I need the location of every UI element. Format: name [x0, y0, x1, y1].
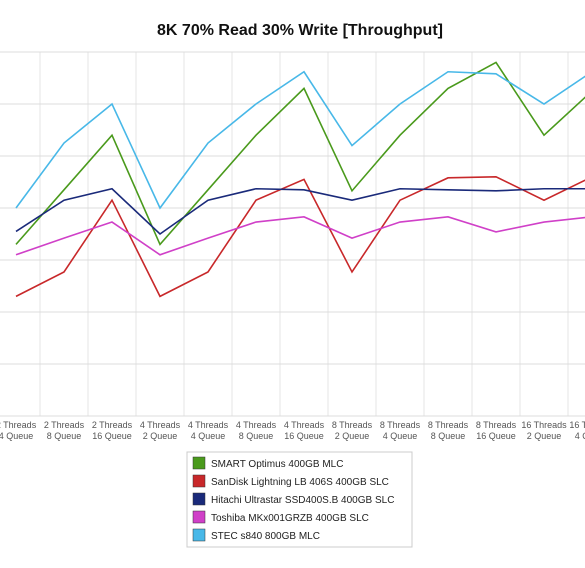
x-tick-label: 2 Threads [92, 420, 133, 430]
x-tick-label: 4 Threads [188, 420, 229, 430]
legend-label: Hitachi Ultrastar SSD400S.B 400GB SLC [211, 495, 394, 506]
x-tick-label: 8 Queue [239, 431, 274, 441]
x-tick-label: 2 Queue [335, 431, 370, 441]
legend-swatch [192, 528, 206, 542]
x-tick-label: 8 Threads [332, 420, 373, 430]
x-tick-label: 2 Queue [143, 431, 178, 441]
x-tick-label: 2 Threads [0, 420, 37, 430]
x-tick-label: 2 Threads [44, 420, 85, 430]
chart-title: 8K 70% Read 30% Write [Throughput] [157, 22, 443, 39]
legend-label: SanDisk Lightning LB 406S 400GB SLC [211, 477, 389, 488]
x-tick-label: 8 Threads [428, 420, 469, 430]
x-tick-label: 4 Threads [284, 420, 325, 430]
x-tick-label: 16 Threads [569, 420, 585, 430]
series-line [15, 70, 585, 210]
x-tick-label: 8 Threads [380, 420, 421, 430]
x-tick-label: 16 Threads [521, 420, 567, 430]
legend-swatch [192, 456, 206, 470]
series-line [15, 216, 585, 256]
series-line [15, 187, 585, 236]
legend-label: Toshiba MKx001GRZB 400GB SLC [211, 513, 369, 524]
x-tick-label: 4 Queue [191, 431, 226, 441]
legend-swatch [192, 510, 206, 524]
legend-label: SMART Optimus 400GB MLC [211, 459, 343, 470]
x-tick-label: 4 Queue [383, 431, 418, 441]
x-tick-label: 4 Threads [140, 420, 181, 430]
legend-box [186, 451, 413, 548]
series-line [15, 175, 585, 298]
series-line [15, 61, 585, 246]
x-tick-label: 16 Queue [284, 431, 324, 441]
x-tick-label: 4 Queue [575, 431, 585, 441]
legend-label: STEC s840 800GB MLC [211, 531, 320, 542]
legend-swatch [192, 474, 206, 488]
x-tick-label: 16 Queue [92, 431, 132, 441]
legend-swatch [192, 492, 206, 506]
x-tick-label: 8 Threads [476, 420, 517, 430]
x-tick-label: 16 Queue [476, 431, 516, 441]
x-tick-label: 4 Threads [236, 420, 277, 430]
x-tick-label: 4 Queue [0, 431, 33, 441]
x-tick-label: 2 Queue [527, 431, 562, 441]
x-tick-label: 8 Queue [431, 431, 466, 441]
x-tick-label: 8 Queue [47, 431, 82, 441]
